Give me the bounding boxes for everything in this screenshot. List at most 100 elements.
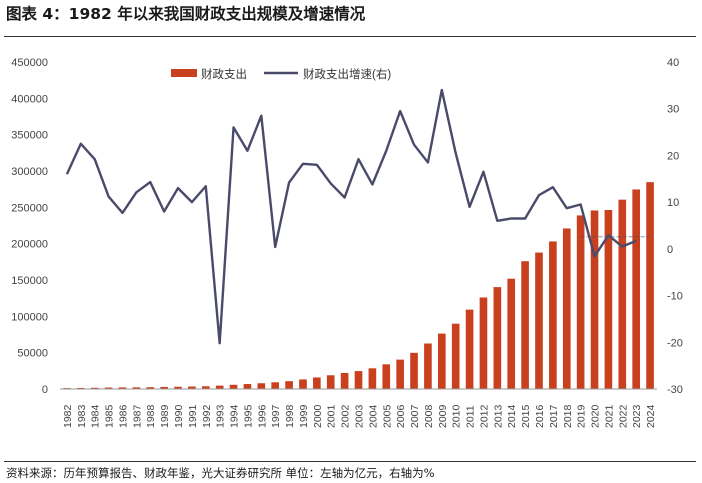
right-tick-label: 40 <box>667 57 679 69</box>
x-tick-label: 1988 <box>145 404 157 428</box>
bar-1999 <box>299 379 307 389</box>
source-rule <box>4 461 696 462</box>
bar-1998 <box>285 381 293 389</box>
x-tick-label: 2003 <box>354 404 366 428</box>
x-tick-label: 1995 <box>242 404 254 428</box>
right-tick-label: 10 <box>667 197 679 209</box>
right-axis: -30 -20 -10 0 10 20 30 40 <box>667 57 683 396</box>
bar-2013 <box>493 287 502 389</box>
bar-2005 <box>382 364 391 389</box>
source-note: 资料来源：历年预算报告、财政年鉴，光大证券研究所 单位：左轴为亿元，右轴为% <box>6 466 435 480</box>
bar-2016 <box>535 252 543 389</box>
right-tick-label: 30 <box>667 104 679 116</box>
bar-2000 <box>313 377 321 389</box>
bar-2012 <box>479 297 488 389</box>
legend-label-bar: 财政支出 <box>201 67 247 81</box>
left-tick-label: 100000 <box>11 311 48 323</box>
bar-2017 <box>549 241 557 389</box>
bar-2011 <box>465 309 474 389</box>
x-axis: 1982 1983 1984 1985 1986 1987 1988 1989 1990 1991… <box>62 404 657 428</box>
x-tick-label: 2014 <box>506 404 518 428</box>
bar-2002 <box>340 372 349 389</box>
left-tick-label: 200000 <box>11 239 48 251</box>
bar-1984 <box>90 387 99 389</box>
bar-2009 <box>437 333 446 389</box>
x-tick-label: 2000 <box>312 404 324 428</box>
left-tick-label: 50000 <box>17 348 48 360</box>
bar-1991 <box>188 386 196 389</box>
bar-2015 <box>521 261 529 389</box>
legend: 财政支出 财政支出增速(右) <box>171 67 391 81</box>
bar-2007 <box>410 352 418 389</box>
x-tick-label: 2018 <box>562 404 574 428</box>
right-tick-label: -10 <box>667 291 683 303</box>
left-tick-label: 250000 <box>11 202 48 214</box>
right-tick-label: -20 <box>667 337 683 349</box>
bar-1988 <box>146 387 155 389</box>
x-tick-label: 2010 <box>451 404 463 428</box>
right-tick-label: -30 <box>667 384 683 396</box>
bar-1986 <box>118 387 127 389</box>
bar-2018 <box>562 228 571 389</box>
x-tick-label: 2007 <box>409 404 421 428</box>
bar-2019 <box>576 215 585 389</box>
growth-line <box>65 88 637 345</box>
x-tick-label: 1990 <box>173 404 185 428</box>
bar-1992 <box>201 386 210 389</box>
left-tick-label: 0 <box>42 384 48 396</box>
legend-swatch-bar <box>171 69 197 77</box>
left-tick-label: 400000 <box>11 93 48 105</box>
x-tick-label: 2011 <box>465 405 477 428</box>
x-tick-label: 1997 <box>270 404 282 428</box>
left-tick-label: 350000 <box>11 130 48 142</box>
bar-2020 <box>590 210 599 389</box>
bar-2024 <box>646 182 654 389</box>
x-tick-label: 2005 <box>381 404 393 428</box>
bar-2021 <box>604 210 613 389</box>
bar-2004 <box>368 368 377 389</box>
x-tick-label: 2016 <box>534 404 546 428</box>
x-tick-label: 1989 <box>159 404 171 428</box>
bar-1985 <box>104 387 113 389</box>
bar-2003 <box>354 371 363 389</box>
bar-1987 <box>132 387 141 389</box>
bar-2010 <box>451 323 460 389</box>
chart-title: 图表 4：1982 年以来我国财政支出规模及增速情况 <box>6 5 366 23</box>
x-tick-label: 2002 <box>340 404 352 428</box>
bar-series <box>60 182 657 390</box>
left-tick-label: 150000 <box>11 275 48 287</box>
bar-1989 <box>160 386 168 389</box>
x-tick-label: 1991 <box>187 404 199 428</box>
x-tick-label: 1986 <box>117 404 129 428</box>
bar-2008 <box>424 343 432 389</box>
x-tick-label: 2013 <box>492 404 504 428</box>
x-tick-label: 1983 <box>76 404 88 428</box>
x-tick-label: 2012 <box>478 404 490 428</box>
bar-2023 <box>632 189 640 389</box>
x-tick-label: 1998 <box>284 404 296 428</box>
x-tick-label: 2017 <box>548 404 560 428</box>
bar-2006 <box>396 359 404 389</box>
x-tick-label: 2022 <box>617 404 629 428</box>
bar-2022 <box>618 199 627 389</box>
bar-1995 <box>243 384 252 389</box>
x-tick-label: 2019 <box>576 404 588 428</box>
x-tick-label: 2009 <box>437 404 449 428</box>
x-tick-label: 2006 <box>395 404 407 428</box>
x-tick-label: 1982 <box>62 404 74 428</box>
bar-2014 <box>507 278 516 389</box>
x-tick-label: 2024 <box>645 404 657 428</box>
bar-1996 <box>257 383 266 389</box>
bar-1983 <box>77 387 85 389</box>
right-tick-label: 0 <box>667 244 673 256</box>
x-tick-label: 2020 <box>590 404 602 428</box>
left-axis: 0 50000 100000 150000 200000 250000 300000 3500… <box>11 57 48 396</box>
bar-1994 <box>229 384 238 389</box>
x-tick-label: 2015 <box>520 404 532 428</box>
line-series <box>65 88 651 345</box>
x-tick-label: 2021 <box>603 404 615 428</box>
x-tick-label: 1992 <box>201 404 213 428</box>
x-tick-label: 1994 <box>229 404 241 428</box>
x-tick-label: 2023 <box>631 404 643 428</box>
